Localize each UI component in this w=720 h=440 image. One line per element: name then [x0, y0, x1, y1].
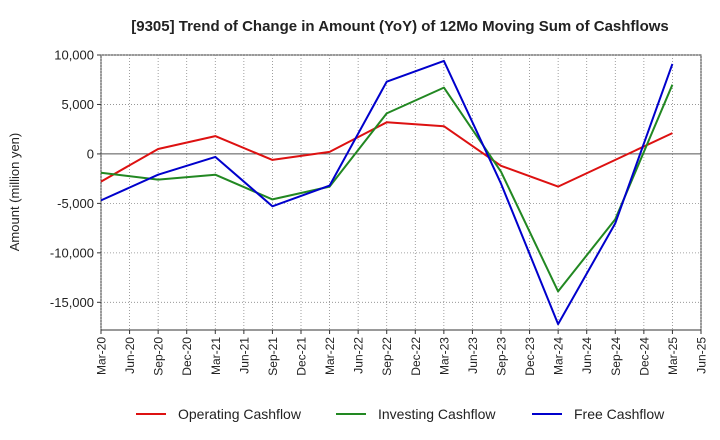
- x-tick-label: Dec-22: [409, 337, 423, 376]
- x-tick-label: Mar-20: [95, 337, 109, 375]
- x-tick-label: Dec-23: [523, 337, 537, 376]
- x-tick-label: Jun-20: [123, 337, 137, 374]
- x-tick-label: Dec-20: [180, 337, 194, 376]
- x-tick-label: Jun-25: [695, 337, 709, 374]
- y-tick-label: -10,000: [50, 245, 94, 260]
- y-tick-label: -5,000: [57, 196, 94, 211]
- x-tick-label: Jun-24: [580, 337, 594, 374]
- y-tick-label: 5,000: [61, 97, 94, 112]
- x-tick-label: Jun-22: [352, 337, 366, 374]
- legend-label-investing-cashflow: Investing Cashflow: [378, 406, 496, 422]
- grid: [100, 54, 702, 330]
- series-line-operating-cashflow: [100, 121, 673, 188]
- x-axis: Mar-20 Jun-20 Sep-20 Dec-20 Mar-21 Jun-21 Sep-…: [95, 330, 709, 376]
- series-line-investing-cashflow: [100, 84, 674, 293]
- x-tick-label: Dec-24: [637, 337, 651, 376]
- x-tick-label: Mar-25: [666, 337, 680, 375]
- legend: Operating Cashflow Investing Cashflow Free…: [136, 406, 665, 422]
- x-tick-label: Mar-21: [209, 337, 223, 375]
- x-tick-label: Sep-24: [609, 337, 623, 376]
- x-tick-label: Jun-21: [237, 337, 251, 374]
- plot-area: [100, 54, 702, 331]
- x-tick-label: Sep-21: [266, 337, 280, 376]
- y-tick-label: 0: [87, 146, 94, 161]
- series-layer: [100, 59, 674, 326]
- legend-label-operating-cashflow: Operating Cashflow: [178, 406, 302, 422]
- x-tick-label: Sep-22: [380, 337, 394, 376]
- x-tick-label: Sep-23: [495, 337, 509, 376]
- y-axis: 10,000 5,000 0 -5,000 -10,000 -15,000: [50, 48, 101, 310]
- y-tick-label: 10,000: [54, 48, 94, 63]
- x-tick-label: Mar-22: [323, 337, 337, 375]
- y-axis-label: Amount (million yen): [7, 133, 22, 252]
- x-tick-label: Mar-23: [437, 337, 451, 375]
- y-tick-label: -15,000: [50, 295, 94, 310]
- x-tick-label: Dec-21: [295, 337, 309, 376]
- x-tick-label: Jun-23: [466, 337, 480, 374]
- legend-label-free-cashflow: Free Cashflow: [574, 406, 665, 422]
- chart-title: [9305] Trend of Change in Amount (YoY) o…: [131, 18, 669, 35]
- x-tick-label: Sep-20: [152, 337, 166, 376]
- x-tick-label: Mar-24: [552, 337, 566, 375]
- series-line-free-cashflow: [100, 59, 674, 326]
